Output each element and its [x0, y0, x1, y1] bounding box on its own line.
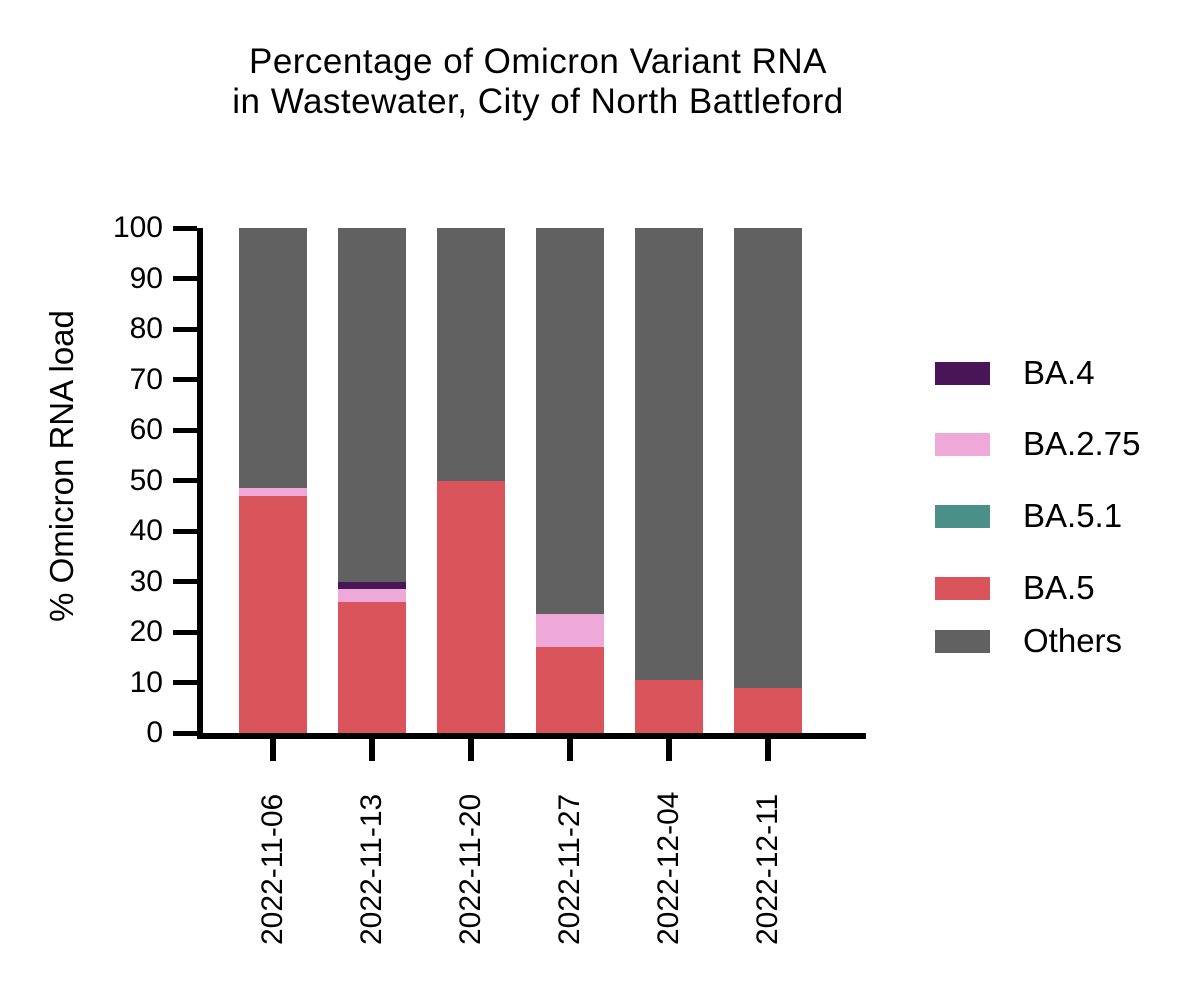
y-tick — [173, 680, 197, 685]
y-tick — [173, 730, 197, 736]
legend-swatch-Others — [935, 629, 990, 653]
y-tick — [173, 377, 197, 382]
bar-segment-BA.5 — [239, 495, 307, 733]
legend-item-BA.2.75: BA.2.75 — [935, 426, 1140, 462]
y-tick — [173, 528, 197, 534]
bar-segment-BA.5 — [734, 687, 802, 733]
bar-segment-Others — [734, 228, 802, 688]
y-tick-label: 100 — [112, 211, 163, 244]
x-tick-label: 2022-11-13 — [355, 793, 388, 945]
bar-segment-BA.5 — [635, 679, 703, 733]
y-tick-label: 10 — [129, 665, 163, 699]
x-tick-label: 2022-11-27 — [553, 793, 586, 945]
bar-segment-BA.5 — [536, 647, 604, 733]
bar-2022-12-11 — [734, 228, 802, 733]
x-tick — [270, 733, 276, 761]
y-tick-label: 80 — [129, 312, 163, 345]
legend-swatch-BA.2.75 — [935, 432, 990, 456]
bar-segment-BA.2.75 — [239, 488, 307, 496]
x-tick — [666, 733, 672, 761]
x-tick — [765, 733, 771, 761]
y-tick-label: 30 — [129, 564, 163, 598]
bar-segment-BA.4 — [338, 581, 406, 590]
bar-2022-11-27 — [536, 228, 604, 733]
bar-segment-Others — [338, 228, 406, 582]
y-tick — [173, 579, 197, 584]
legend-item-BA.5: BA.5 — [935, 570, 1095, 606]
y-tick-label: 60 — [129, 413, 163, 446]
bar-segment-Others — [536, 228, 604, 615]
legend-swatch-BA.5 — [935, 576, 990, 600]
legend-item-BA.4: BA.4 — [935, 355, 1095, 391]
y-tick-label: 40 — [129, 514, 163, 547]
bar-segment-Others — [437, 228, 505, 481]
y-tick — [173, 427, 197, 433]
chart-title: Percentage of Omicron Variant RNA in Was… — [0, 42, 1076, 122]
y-tick — [173, 225, 197, 231]
bar-segment-Others — [239, 228, 307, 489]
bar-segment-Others — [635, 228, 703, 680]
y-tick-label: 0 — [146, 716, 163, 749]
y-tick-label: 50 — [129, 463, 163, 497]
legend-label: BA.2.75 — [1023, 425, 1141, 462]
bar-2022-12-04 — [635, 228, 703, 733]
x-tick-label: 2022-12-11 — [751, 793, 784, 945]
legend-swatch-BA.4 — [935, 361, 990, 385]
y-tick-label: 90 — [129, 261, 163, 295]
legend-label: Others — [1023, 622, 1123, 659]
y-tick-label: 20 — [129, 615, 163, 648]
y-tick — [173, 326, 197, 332]
plot-area: 0 10 20 30 40 50 60 70 80 90 100 2022-11-06 2022-11-… — [113, 211, 866, 945]
bar-segment-BA.2.75 — [338, 589, 406, 602]
bar-2022-11-06 — [239, 228, 307, 733]
x-tick-label: 2022-11-20 — [454, 793, 487, 945]
legend-item-Others: Others — [935, 623, 1122, 659]
x-tick — [567, 733, 573, 761]
chart-title-line1: Percentage of Omicron Variant RNA — [248, 42, 828, 81]
x-tick — [468, 733, 474, 761]
bar-segment-BA.2.75 — [536, 614, 604, 648]
legend-swatch-BA.5.1 — [935, 504, 990, 528]
y-tick — [173, 276, 197, 281]
x-tick-label: 2022-11-06 — [256, 793, 289, 945]
x-tick-label: 2022-12-04 — [652, 791, 685, 945]
y-tick-label: 70 — [129, 362, 163, 396]
bar-2022-11-13 — [338, 228, 406, 733]
chart-title-line2: in Wastewater, City of North Battleford — [232, 82, 844, 121]
bar-segment-BA.5 — [338, 601, 406, 733]
bar-2022-11-20 — [437, 228, 505, 733]
y-tick — [173, 478, 197, 483]
legend-label: BA.5.1 — [1023, 497, 1123, 534]
legend-item-BA.5.1: BA.5.1 — [935, 498, 1122, 534]
legend-label: BA.4 — [1023, 354, 1095, 391]
x-tick — [369, 733, 375, 761]
bar-segment-BA.5 — [437, 480, 505, 733]
legend-label: BA.5 — [1023, 569, 1095, 606]
y-tick — [173, 629, 197, 635]
